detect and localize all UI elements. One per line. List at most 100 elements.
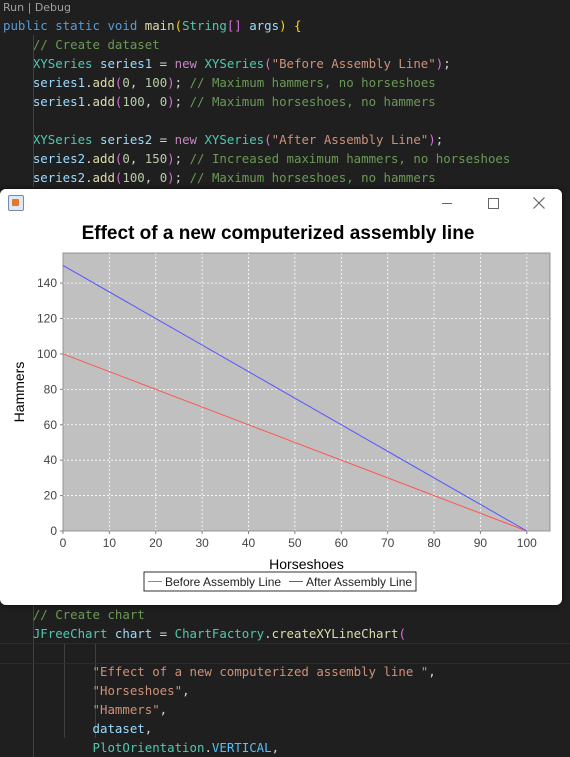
code-token: 0 (159, 94, 168, 109)
x-tick-label: 60 (335, 536, 349, 550)
x-tick-label: 30 (195, 536, 209, 550)
code-token: 150 (144, 151, 168, 166)
x-tick-label: 100 (517, 536, 537, 550)
code-token: ( (398, 626, 406, 641)
code-token (3, 607, 33, 622)
x-tick-label: 50 (288, 536, 302, 550)
code-token (3, 702, 93, 717)
series-line (62, 264, 528, 532)
code-token (3, 132, 33, 147)
code-token: . (85, 75, 93, 90)
code-token: ChartFactory (174, 626, 265, 641)
window-titlebar[interactable] (0, 189, 562, 217)
code-token (287, 18, 294, 33)
code-line: "Hammers", (3, 700, 168, 719)
code-token: ( (114, 75, 123, 90)
code-token: args (241, 18, 280, 33)
code-token: , (144, 94, 160, 109)
code-token: series1 (32, 94, 86, 109)
code-line: series1.add(100, 0); // Maximum horsesho… (3, 92, 436, 111)
minimize-button[interactable] (424, 189, 470, 217)
legend-box (143, 571, 417, 592)
y-tick-label: 20 (44, 489, 58, 503)
code-token: , (159, 702, 168, 717)
code-token: // Maximum horseshoes, no hammers (189, 170, 436, 185)
chart-window[interactable]: Effect of a new computerized assembly li… (0, 189, 562, 605)
code-token: ( (264, 132, 272, 147)
code-token: add (92, 170, 115, 185)
series-line (62, 353, 527, 532)
code-token: . (85, 94, 93, 109)
code-line: public static void main(String[] args) { (3, 16, 301, 35)
code-token: series2 (32, 151, 86, 166)
current-line-highlight (0, 643, 570, 664)
code-token: dataset (92, 721, 145, 736)
y-tick-label: 120 (37, 312, 57, 326)
code-token: , (271, 740, 280, 755)
code-token: "Horseshoes" (92, 683, 183, 698)
code-token: ) (435, 56, 444, 71)
code-token: ; (174, 94, 190, 109)
chart-panel[interactable]: Effect of a new computerized assembly li… (0, 217, 562, 605)
code-token (3, 664, 93, 679)
code-line: "Effect of a new computerized assembly l… (3, 662, 436, 681)
indent-guide (33, 35, 34, 187)
code-token (3, 75, 33, 90)
code-token: ) (167, 75, 175, 90)
maximize-button[interactable] (470, 189, 516, 217)
code-line: XYSeries series1 = new XYSeries("Before … (3, 54, 451, 73)
code-token: add (92, 94, 115, 109)
chart-title: Effect of a new computerized assembly li… (82, 223, 475, 244)
code-token: . (85, 170, 93, 185)
run-codelens[interactable]: Run (3, 1, 25, 14)
code-token: series1 (32, 75, 86, 90)
code-token: 0 (159, 170, 168, 185)
code-token: XYSeries (32, 56, 93, 71)
x-tick-label: 10 (103, 536, 117, 550)
code-token: , (428, 664, 436, 679)
code-line: series2.add(100, 0); // Maximum horsesho… (3, 168, 436, 187)
code-token: = (152, 132, 175, 147)
code-token: public (3, 18, 56, 33)
x-tick-label: 70 (381, 536, 395, 550)
code-line: dataset, (3, 719, 153, 738)
code-token (3, 37, 33, 52)
indent-guide (64, 643, 65, 738)
code-token (3, 683, 93, 698)
code-token: 100 (122, 94, 145, 109)
code-token: chart (107, 626, 153, 641)
code-token: ; (174, 151, 190, 166)
y-tick-label: 40 (44, 453, 58, 467)
codelens-separator: | (27, 1, 32, 14)
code-token: , (144, 721, 153, 736)
y-tick-label: 100 (37, 347, 57, 361)
code-token: series2 (92, 132, 153, 147)
indent-guide (33, 605, 34, 757)
y-tick-label: 0 (50, 524, 57, 538)
code-token (3, 721, 93, 736)
code-token: ( (114, 170, 123, 185)
code-token: // Maximum hammers, no horseshoes (189, 75, 436, 90)
code-token: // Create chart (32, 607, 145, 622)
code-token: PlotOrientation (92, 740, 205, 755)
code-line: "Horseshoes", (3, 681, 190, 700)
code-token (3, 94, 33, 109)
code-token: // Maximum horseshoes, no hammers (189, 94, 436, 109)
x-tick-label: 40 (242, 536, 256, 550)
code-token: // Create dataset (32, 37, 160, 52)
debug-codelens[interactable]: Debug (34, 1, 71, 14)
x-tick-label: 20 (149, 536, 163, 550)
legend: Before Assembly Line After Assembly Line (143, 571, 417, 592)
java-app-icon (8, 195, 24, 211)
code-token: ; (174, 170, 190, 185)
code-token: ) (167, 151, 175, 166)
code-line: // Create chart (3, 605, 145, 624)
code-token: ( (264, 56, 272, 71)
code-token: "After Assembly Line" (271, 132, 429, 147)
code-token: , (182, 683, 190, 698)
y-axis-label: Hammers (11, 362, 27, 423)
code-token: JFreeChart (32, 626, 108, 641)
code-token: ) (428, 132, 436, 147)
close-button[interactable] (516, 189, 562, 217)
code-token: 0 (122, 75, 130, 90)
